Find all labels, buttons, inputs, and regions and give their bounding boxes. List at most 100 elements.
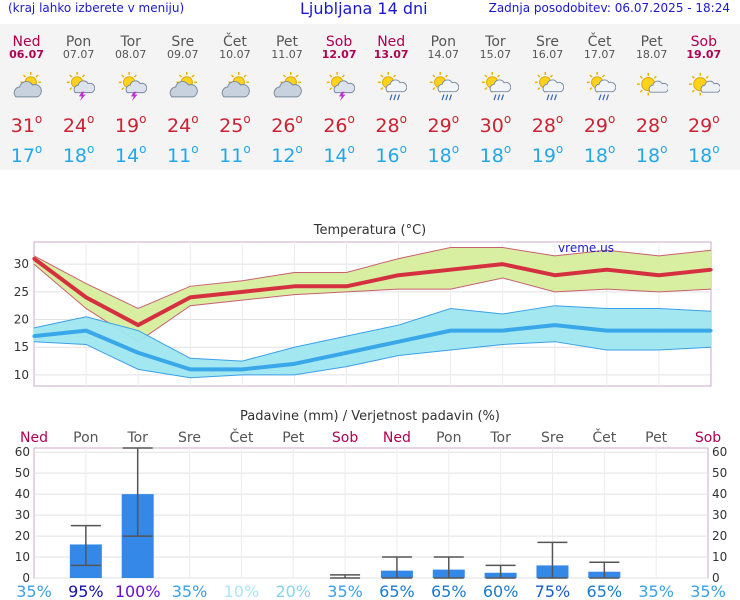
- precip-probability: 20%: [275, 582, 311, 600]
- degree-mark: o: [191, 112, 199, 126]
- min-temp-point: [136, 351, 140, 355]
- day-label: Sre: [178, 430, 201, 446]
- y-tick-label-left: 30: [15, 508, 30, 522]
- sun-ray: [35, 74, 39, 78]
- min-temp: 11o: [157, 142, 209, 167]
- sun-light-cloud-icon: [636, 72, 668, 96]
- sun-rain-icon: [534, 72, 564, 101]
- precip-probability: 35%: [172, 582, 208, 600]
- max-temp-value: 25: [219, 115, 244, 137]
- rain-drop: [549, 94, 553, 101]
- cloud-shape: [542, 79, 564, 93]
- precip-probability: 65%: [379, 582, 415, 600]
- day-label: Ned: [20, 430, 48, 446]
- min-temp: 16o: [365, 142, 417, 167]
- max-temp: 19o: [105, 112, 157, 137]
- max-temp-point: [344, 284, 349, 288]
- min-temp-value: 14: [323, 145, 348, 167]
- watermark: vreme.us: [558, 241, 614, 255]
- max-temp-value: 31: [10, 115, 35, 137]
- day-label: Pet: [645, 430, 668, 446]
- sun-ray: [341, 74, 346, 78]
- sun-ray: [230, 74, 234, 78]
- max-temp-point: [32, 257, 36, 261]
- day-date: 19.07: [686, 48, 722, 61]
- page-title: Ljubljana 14 dni: [300, 0, 428, 18]
- rain-drop: [545, 94, 550, 101]
- min-temp-point: [709, 329, 713, 333]
- rain-drop: [501, 94, 505, 101]
- y-tick-label-right: 30: [712, 508, 727, 522]
- day-label: Pet: [282, 430, 305, 446]
- y-tick-label-left: 10: [15, 550, 30, 564]
- max-band-upper: [33, 247, 712, 310]
- degree-mark: o: [451, 142, 460, 156]
- sun-ray: [691, 75, 695, 79]
- sun-ray: [549, 74, 553, 78]
- degree-mark: o: [399, 112, 407, 126]
- min-temp-value: 18: [688, 145, 713, 167]
- max-temp: 25o: [209, 112, 261, 137]
- sun-ray: [393, 74, 397, 78]
- sun-ray: [380, 87, 384, 91]
- precip-probability: 10%: [224, 582, 260, 600]
- min-temp-value: 14: [114, 145, 140, 167]
- min-band-upper: [33, 305, 712, 362]
- degree-mark: o: [712, 112, 720, 126]
- day-date: 10.07: [219, 48, 251, 61]
- day-label: Pon: [436, 430, 461, 446]
- max-temp-point: [449, 268, 453, 272]
- min-temp-value: 18: [427, 145, 452, 167]
- max-temp: 29o: [417, 112, 469, 137]
- sun-ray: [497, 74, 501, 78]
- cloud-shape: [437, 79, 460, 93]
- min-temp-value: 12: [271, 145, 296, 167]
- degree-mark: o: [87, 112, 95, 126]
- min-temp: 12o: [261, 142, 313, 167]
- max-temp-point: [709, 268, 713, 272]
- max-temp-value: 30: [479, 115, 504, 137]
- precip-probability: 35%: [690, 582, 726, 600]
- sun-ray: [191, 74, 195, 78]
- cloud-shape: [385, 79, 408, 93]
- precipitation-chart: Padavine (mm) / Verjetnost padavin (%) N…: [15, 409, 728, 600]
- partly-cloudy-icon: [221, 72, 250, 98]
- cloud-shape: [273, 81, 302, 98]
- day-date: 12.07: [321, 48, 357, 61]
- degree-mark: o: [295, 112, 303, 126]
- partly-cloudy-icon: [169, 72, 198, 98]
- sun-rain-icon: [378, 72, 408, 101]
- precip-probability: 65%: [431, 582, 467, 600]
- min-temp: 18o: [626, 142, 678, 167]
- cloud-shape: [169, 81, 198, 98]
- precip-probability: 95%: [68, 582, 104, 600]
- rain-drop: [393, 94, 397, 101]
- sun-ray: [68, 87, 72, 91]
- y-tick-label-right: 20: [712, 529, 727, 543]
- min-temp-value: 19: [531, 145, 556, 167]
- max-temp-value: 28: [531, 115, 556, 137]
- day-date: 15.07: [479, 48, 512, 61]
- sun-ray: [653, 75, 657, 79]
- sun-ray: [22, 74, 26, 78]
- sun-ray: [178, 74, 182, 78]
- day-label: Čet: [592, 428, 616, 446]
- degree-mark: o: [660, 142, 668, 156]
- min-temp: 11o: [209, 142, 261, 167]
- rain-drop: [598, 94, 602, 101]
- partly-cloudy-icon: [13, 72, 42, 98]
- lightning-bolt: [130, 91, 138, 102]
- lightning-bolt: [339, 91, 346, 102]
- degree-mark: o: [347, 112, 355, 126]
- max-temp-value: 26: [323, 115, 348, 137]
- degree-mark: o: [555, 142, 564, 156]
- min-temp-point: [84, 329, 88, 333]
- degree-mark: o: [139, 142, 147, 156]
- day-name: Pon: [430, 34, 456, 50]
- degree-mark: o: [608, 142, 616, 156]
- sun-light-cloud-icon: [688, 72, 720, 96]
- precipitation-chart-title: Padavine (mm) / Verjetnost padavin (%): [240, 409, 500, 424]
- day-name: Pon: [65, 34, 92, 50]
- sun-thunderstorm-icon: [66, 72, 95, 102]
- max-temp-point: [501, 262, 505, 266]
